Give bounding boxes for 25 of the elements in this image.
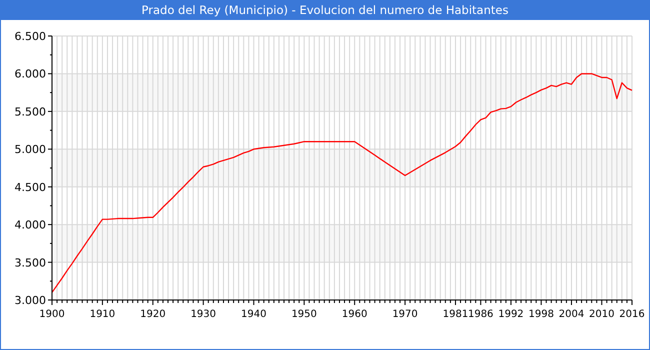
x-tick-label: 1930 bbox=[190, 309, 216, 320]
x-tick-label: 1992 bbox=[498, 309, 524, 320]
chart-title: Prado del Rey (Municipio) - Evolucion del numero de Habitantes bbox=[142, 3, 508, 17]
y-tick-label: 3.500 bbox=[14, 256, 46, 270]
x-tick-label: 1920 bbox=[140, 309, 166, 320]
x-tick-label: 1986 bbox=[468, 309, 494, 320]
x-tick-label: 1981 bbox=[442, 309, 468, 320]
x-tick-label: 1960 bbox=[342, 309, 368, 320]
y-tick-label: 5.000 bbox=[14, 143, 46, 156]
y-tick-label: 4.500 bbox=[14, 180, 46, 194]
y-tick-label: 5.500 bbox=[14, 105, 46, 118]
y-tick-label: 6.000 bbox=[14, 68, 46, 81]
x-tick-label: 2016 bbox=[619, 309, 645, 320]
x-tick-label: 1940 bbox=[241, 309, 266, 320]
x-tick-label: 2004 bbox=[558, 309, 584, 320]
line-series bbox=[51, 73, 633, 294]
x-tick-label: 1998 bbox=[528, 309, 554, 320]
y-tick-label: 3.000 bbox=[14, 294, 46, 307]
x-tick-label: 1900 bbox=[39, 309, 65, 320]
y-tick-label: 4.000 bbox=[14, 218, 46, 232]
x-tick-label: 1950 bbox=[291, 309, 317, 320]
x-tick-label: 1970 bbox=[392, 309, 418, 320]
x-tick-label: 1910 bbox=[90, 309, 116, 320]
x-tick-label: 2010 bbox=[589, 309, 614, 320]
y-tick-label: 6.500 bbox=[14, 30, 46, 43]
